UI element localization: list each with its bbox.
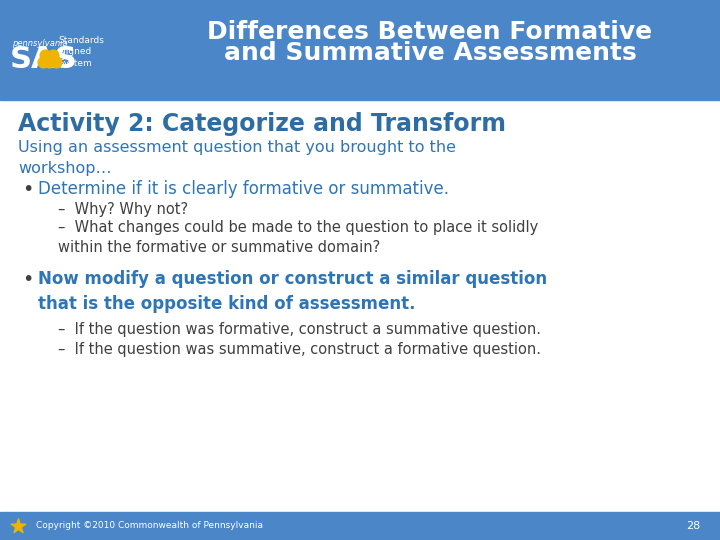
Point (39, 51, 50, 59)
Point (48, 51, 59, 59)
Text: 28: 28 (685, 521, 700, 531)
Point (37, 58, 49, 66)
Text: pennsylvania: pennsylvania (12, 38, 68, 48)
Text: Determine if it is clearly formative or summative.: Determine if it is clearly formative or … (38, 180, 449, 198)
Point (43, 58, 55, 66)
Text: Activity 2: Categorize and Transform: Activity 2: Categorize and Transform (18, 112, 506, 136)
Text: Now modify a question or construct a similar question
that is the opposite kind : Now modify a question or construct a sim… (38, 270, 547, 313)
Text: –  If the question was summative, construct a formative question.: – If the question was summative, constru… (58, 342, 541, 357)
Text: Standards
Aligned
System: Standards Aligned System (58, 36, 104, 68)
Text: and Summative Assessments: and Summative Assessments (224, 41, 636, 65)
Text: SAS: SAS (10, 45, 78, 75)
Bar (0, 512, 720, 540)
Text: Using an assessment question that you brought to the
workshop…: Using an assessment question that you br… (18, 140, 456, 176)
Text: •: • (22, 270, 33, 289)
Point (50, 58, 62, 66)
Bar (0, 0, 720, 100)
Text: –  Why? Why not?: – Why? Why not? (58, 202, 188, 217)
Text: Copyright ©2010 Commonwealth of Pennsylvania: Copyright ©2010 Commonwealth of Pennsylv… (36, 522, 263, 530)
Text: Differences Between Formative: Differences Between Formative (207, 20, 652, 44)
Text: –  What changes could be made to the question to place it solidly
within the for: – What changes could be made to the ques… (58, 220, 539, 255)
Text: •: • (22, 180, 33, 199)
Text: –  If the question was formative, construct a summative question.: – If the question was formative, constru… (58, 322, 541, 337)
Point (12, 522, 24, 530)
